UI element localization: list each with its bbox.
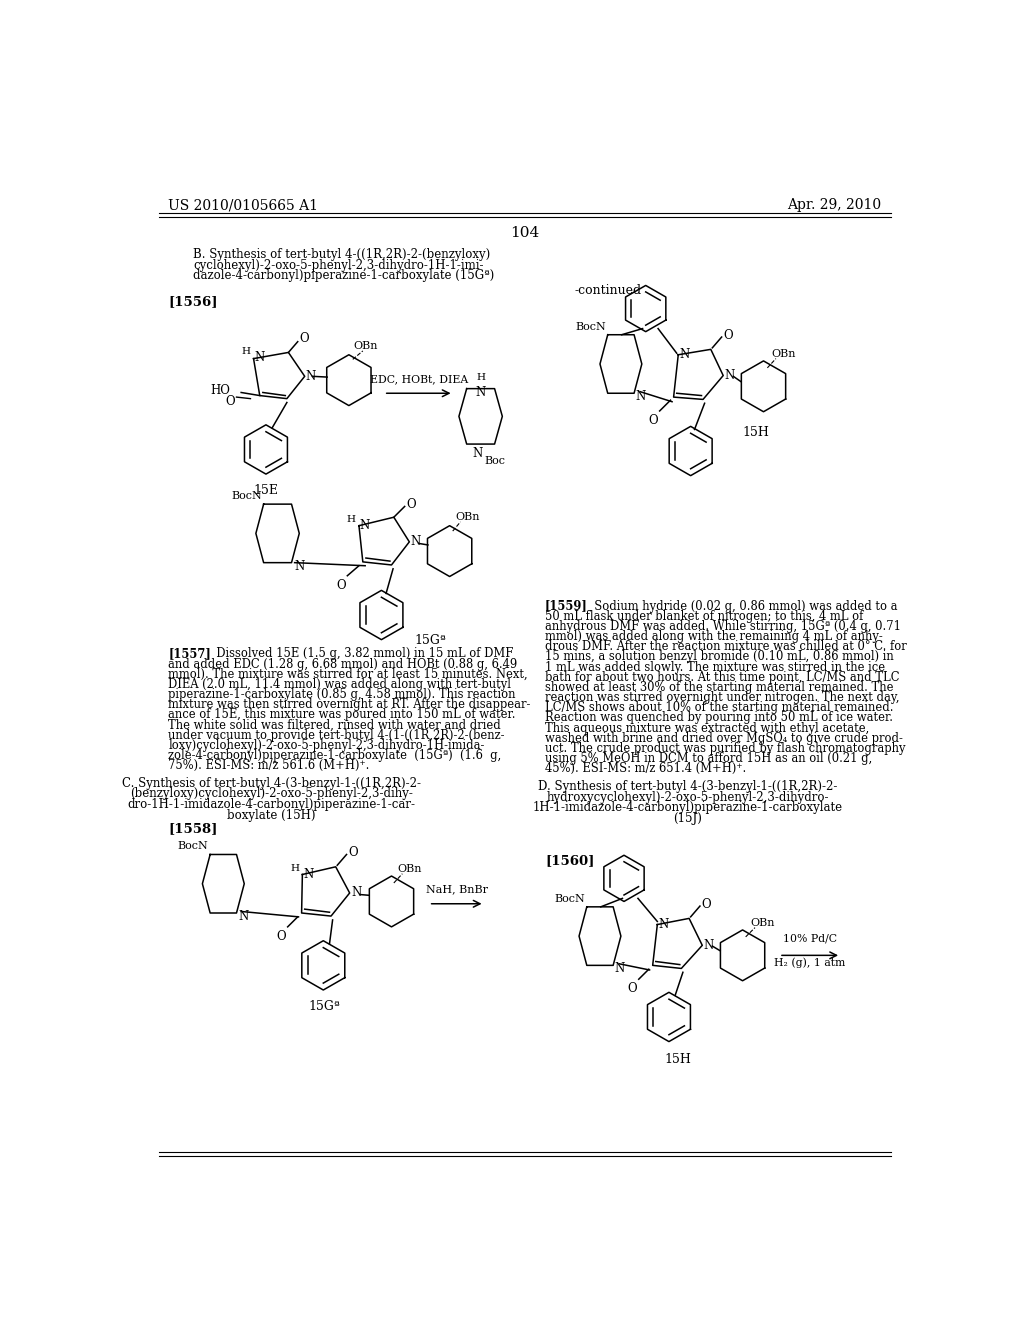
Text: N: N xyxy=(636,391,646,403)
Text: Reaction was quenched by pouring into 50 mL of ice water.: Reaction was quenched by pouring into 50… xyxy=(545,711,893,725)
Text: 15E: 15E xyxy=(254,484,279,498)
Text: OBn: OBn xyxy=(456,512,480,521)
Text: anhydrous DMF was added. While stirring, 15Gª (0.4 g, 0.71: anhydrous DMF was added. While stirring,… xyxy=(545,620,901,632)
Text: H: H xyxy=(347,515,356,524)
Text: N: N xyxy=(238,909,248,923)
Text: H: H xyxy=(242,347,251,356)
Text: N: N xyxy=(679,348,689,362)
Text: H: H xyxy=(476,374,485,383)
Text: 15Gª: 15Gª xyxy=(415,635,446,647)
Text: zole-4-carbonyl)piperazine-1-carboxylate  (15Gª)  (1.6  g,: zole-4-carbonyl)piperazine-1-carboxylate… xyxy=(168,748,502,762)
Text: BocN: BocN xyxy=(555,894,586,904)
Text: cyclohexyl)-2-oxo-5-phenyl-2,3-dihydro-1H-1-imi-: cyclohexyl)-2-oxo-5-phenyl-2,3-dihydro-1… xyxy=(194,259,483,272)
Text: -continued: -continued xyxy=(574,284,641,297)
Text: DIEA (2.0 mL, 11.4 mmol) was added along with tert-butyl: DIEA (2.0 mL, 11.4 mmol) was added along… xyxy=(168,678,511,690)
Text: N: N xyxy=(725,370,735,381)
Text: [1557]: [1557] xyxy=(168,647,211,660)
Text: N: N xyxy=(472,447,482,461)
Text: Apr. 29, 2010: Apr. 29, 2010 xyxy=(787,198,882,213)
Text: and added EDC (1.28 g, 6.68 mmol) and HOBt (0.88 g, 6.49: and added EDC (1.28 g, 6.68 mmol) and HO… xyxy=(168,657,517,671)
Text: mmol) was added along with the remaining 4 mL of anhy-: mmol) was added along with the remaining… xyxy=(545,630,883,643)
Text: using 5% MeOH in DCM to afford 15H as an oil (0.21 g,: using 5% MeOH in DCM to afford 15H as an… xyxy=(545,752,872,766)
Text: OBn: OBn xyxy=(353,341,378,351)
Text: O: O xyxy=(336,578,346,591)
Text: US 2010/0105665 A1: US 2010/0105665 A1 xyxy=(168,198,318,213)
Text: 15 mins, a solution benzyl bromide (0.10 mL, 0.86 mmol) in: 15 mins, a solution benzyl bromide (0.10… xyxy=(545,651,894,664)
Text: OBn: OBn xyxy=(397,863,422,874)
Text: (15J): (15J) xyxy=(673,812,702,825)
Text: 15H: 15H xyxy=(665,1053,691,1067)
Text: O: O xyxy=(723,329,733,342)
Text: O: O xyxy=(276,929,286,942)
Text: EDC, HOBt, DIEA: EDC, HOBt, DIEA xyxy=(370,374,468,384)
Text: C. Synthesis of tert-butyl 4-(3-benzyl-1-((1R,2R)-2-: C. Synthesis of tert-butyl 4-(3-benzyl-1… xyxy=(122,776,421,789)
Text: dro-1H-1-imidazole-4-carbonyl)piperazine-1-car-: dro-1H-1-imidazole-4-carbonyl)piperazine… xyxy=(127,799,416,812)
Text: 104: 104 xyxy=(510,226,540,240)
Text: uct. The crude product was purified by flash chromatography: uct. The crude product was purified by f… xyxy=(545,742,905,755)
Text: N: N xyxy=(658,917,669,931)
Text: H₂ (g), 1 atm: H₂ (g), 1 atm xyxy=(774,958,846,969)
Text: hydroxycyclohexyl)-2-oxo-5-phenyl-2,3-dihydro-: hydroxycyclohexyl)-2-oxo-5-phenyl-2,3-di… xyxy=(546,791,828,804)
Text: 10% Pd/C: 10% Pd/C xyxy=(783,933,837,944)
Text: BocN: BocN xyxy=(575,322,606,331)
Text: N: N xyxy=(303,869,313,880)
Text: O: O xyxy=(225,395,234,408)
Text: D. Synthesis of tert-butyl 4-(3-benzyl-1-((1R,2R)-2-: D. Synthesis of tert-butyl 4-(3-benzyl-1… xyxy=(538,780,838,793)
Text: piperazine-1-carboxylate (0.85 g, 4.58 mmol). This reaction: piperazine-1-carboxylate (0.85 g, 4.58 m… xyxy=(168,688,516,701)
Text: N: N xyxy=(411,536,421,548)
Text: O: O xyxy=(407,499,416,511)
Text: washed with brine and dried over MgSO₄ to give crude prod-: washed with brine and dried over MgSO₄ t… xyxy=(545,731,903,744)
Text: N: N xyxy=(305,370,315,383)
Text: LC/MS shows about 10% of the starting material remained.: LC/MS shows about 10% of the starting ma… xyxy=(545,701,894,714)
Text: 75%). ESI-MS: m/z 561.6 (M+H)⁺.: 75%). ESI-MS: m/z 561.6 (M+H)⁺. xyxy=(168,759,370,772)
Text: N: N xyxy=(351,887,361,899)
Text: HO: HO xyxy=(210,384,230,397)
Text: [1559]: [1559] xyxy=(545,599,588,612)
Text: H: H xyxy=(290,865,299,873)
Text: 50 mL flask under blanket of nitrogen; to this, 4 mL of: 50 mL flask under blanket of nitrogen; t… xyxy=(545,610,863,623)
Text: [1558]: [1558] xyxy=(168,822,218,836)
Text: N: N xyxy=(295,560,305,573)
Text: B. Synthesis of tert-butyl 4-((1R,2R)-2-(benzyloxy): B. Synthesis of tert-butyl 4-((1R,2R)-2-… xyxy=(194,248,490,261)
Text: drous DMF. After the reaction mixture was chilled at 0° C. for: drous DMF. After the reaction mixture wa… xyxy=(545,640,906,653)
Text: reaction was stirred overnight under nitrogen. The next day,: reaction was stirred overnight under nit… xyxy=(545,692,899,704)
Text: O: O xyxy=(648,414,658,428)
Text: 15Gª: 15Gª xyxy=(308,1001,340,1012)
Text: 1 mL was added slowly. The mixture was stirred in the ice: 1 mL was added slowly. The mixture was s… xyxy=(545,660,885,673)
Text: O: O xyxy=(299,333,309,345)
Text: O: O xyxy=(628,982,637,995)
Text: boxylate (15H): boxylate (15H) xyxy=(227,809,315,822)
Text: O: O xyxy=(701,898,711,911)
Text: mmol). The mixture was stirred for at least 15 minutes. Next,: mmol). The mixture was stirred for at le… xyxy=(168,668,528,681)
Text: Dissolved 15E (1.5 g, 3.82 mmol) in 15 mL of DMF: Dissolved 15E (1.5 g, 3.82 mmol) in 15 m… xyxy=(209,647,514,660)
Text: This aqueous mixture was extracted with ethyl acetate,: This aqueous mixture was extracted with … xyxy=(545,722,869,734)
Text: N: N xyxy=(703,939,714,952)
Text: (benzyloxy)cyclohexyl)-2-oxo-5-phenyl-2,3-dihy-: (benzyloxy)cyclohexyl)-2-oxo-5-phenyl-2,… xyxy=(130,788,413,800)
Text: The white solid was filtered, rinsed with water and dried: The white solid was filtered, rinsed wit… xyxy=(168,718,501,731)
Text: dazole-4-carbonyl)piperazine-1-carboxylate (15Gª): dazole-4-carbonyl)piperazine-1-carboxyla… xyxy=(194,269,495,282)
Text: 15H: 15H xyxy=(742,426,769,440)
Text: under vacuum to provide tert-butyl 4-(1-((1R,2R)-2-(benz-: under vacuum to provide tert-butyl 4-(1-… xyxy=(168,729,505,742)
Text: [1556]: [1556] xyxy=(168,296,218,309)
Text: 1H-1-imidazole-4-carbonyl)piperazine-1-carboxylate: 1H-1-imidazole-4-carbonyl)piperazine-1-c… xyxy=(532,801,843,814)
Text: 45%). ESI-MS: m/z 651.4 (M+H)⁺.: 45%). ESI-MS: m/z 651.4 (M+H)⁺. xyxy=(545,762,746,775)
Text: N: N xyxy=(475,387,485,400)
Text: loxy)cyclohexyl)-2-oxo-5-phenyl-2,3-dihydro-1H-imida-: loxy)cyclohexyl)-2-oxo-5-phenyl-2,3-dihy… xyxy=(168,739,484,752)
Text: Boc: Boc xyxy=(484,457,506,466)
Text: N: N xyxy=(614,962,625,975)
Text: O: O xyxy=(348,846,357,859)
Text: bath for about two hours. At this time point, LC/MS and TLC: bath for about two hours. At this time p… xyxy=(545,671,899,684)
Text: Sodium hydride (0.02 g, 0.86 mmol) was added to a: Sodium hydride (0.02 g, 0.86 mmol) was a… xyxy=(587,599,897,612)
Text: BocN: BocN xyxy=(231,491,262,502)
Text: BocN: BocN xyxy=(178,841,209,851)
Text: [1560]: [1560] xyxy=(545,854,594,867)
Text: N: N xyxy=(254,351,264,364)
Text: ance of 15E, this mixture was poured into 150 mL of water.: ance of 15E, this mixture was poured int… xyxy=(168,709,516,721)
Text: showed at least 30% of the starting material remained. The: showed at least 30% of the starting mate… xyxy=(545,681,894,694)
Text: N: N xyxy=(359,519,370,532)
Text: NaH, BnBr: NaH, BnBr xyxy=(426,884,487,894)
Text: OBn: OBn xyxy=(771,348,796,359)
Text: OBn: OBn xyxy=(751,917,775,928)
Text: mixture was then stirred overnight at RT. After the disappear-: mixture was then stirred overnight at RT… xyxy=(168,698,530,711)
